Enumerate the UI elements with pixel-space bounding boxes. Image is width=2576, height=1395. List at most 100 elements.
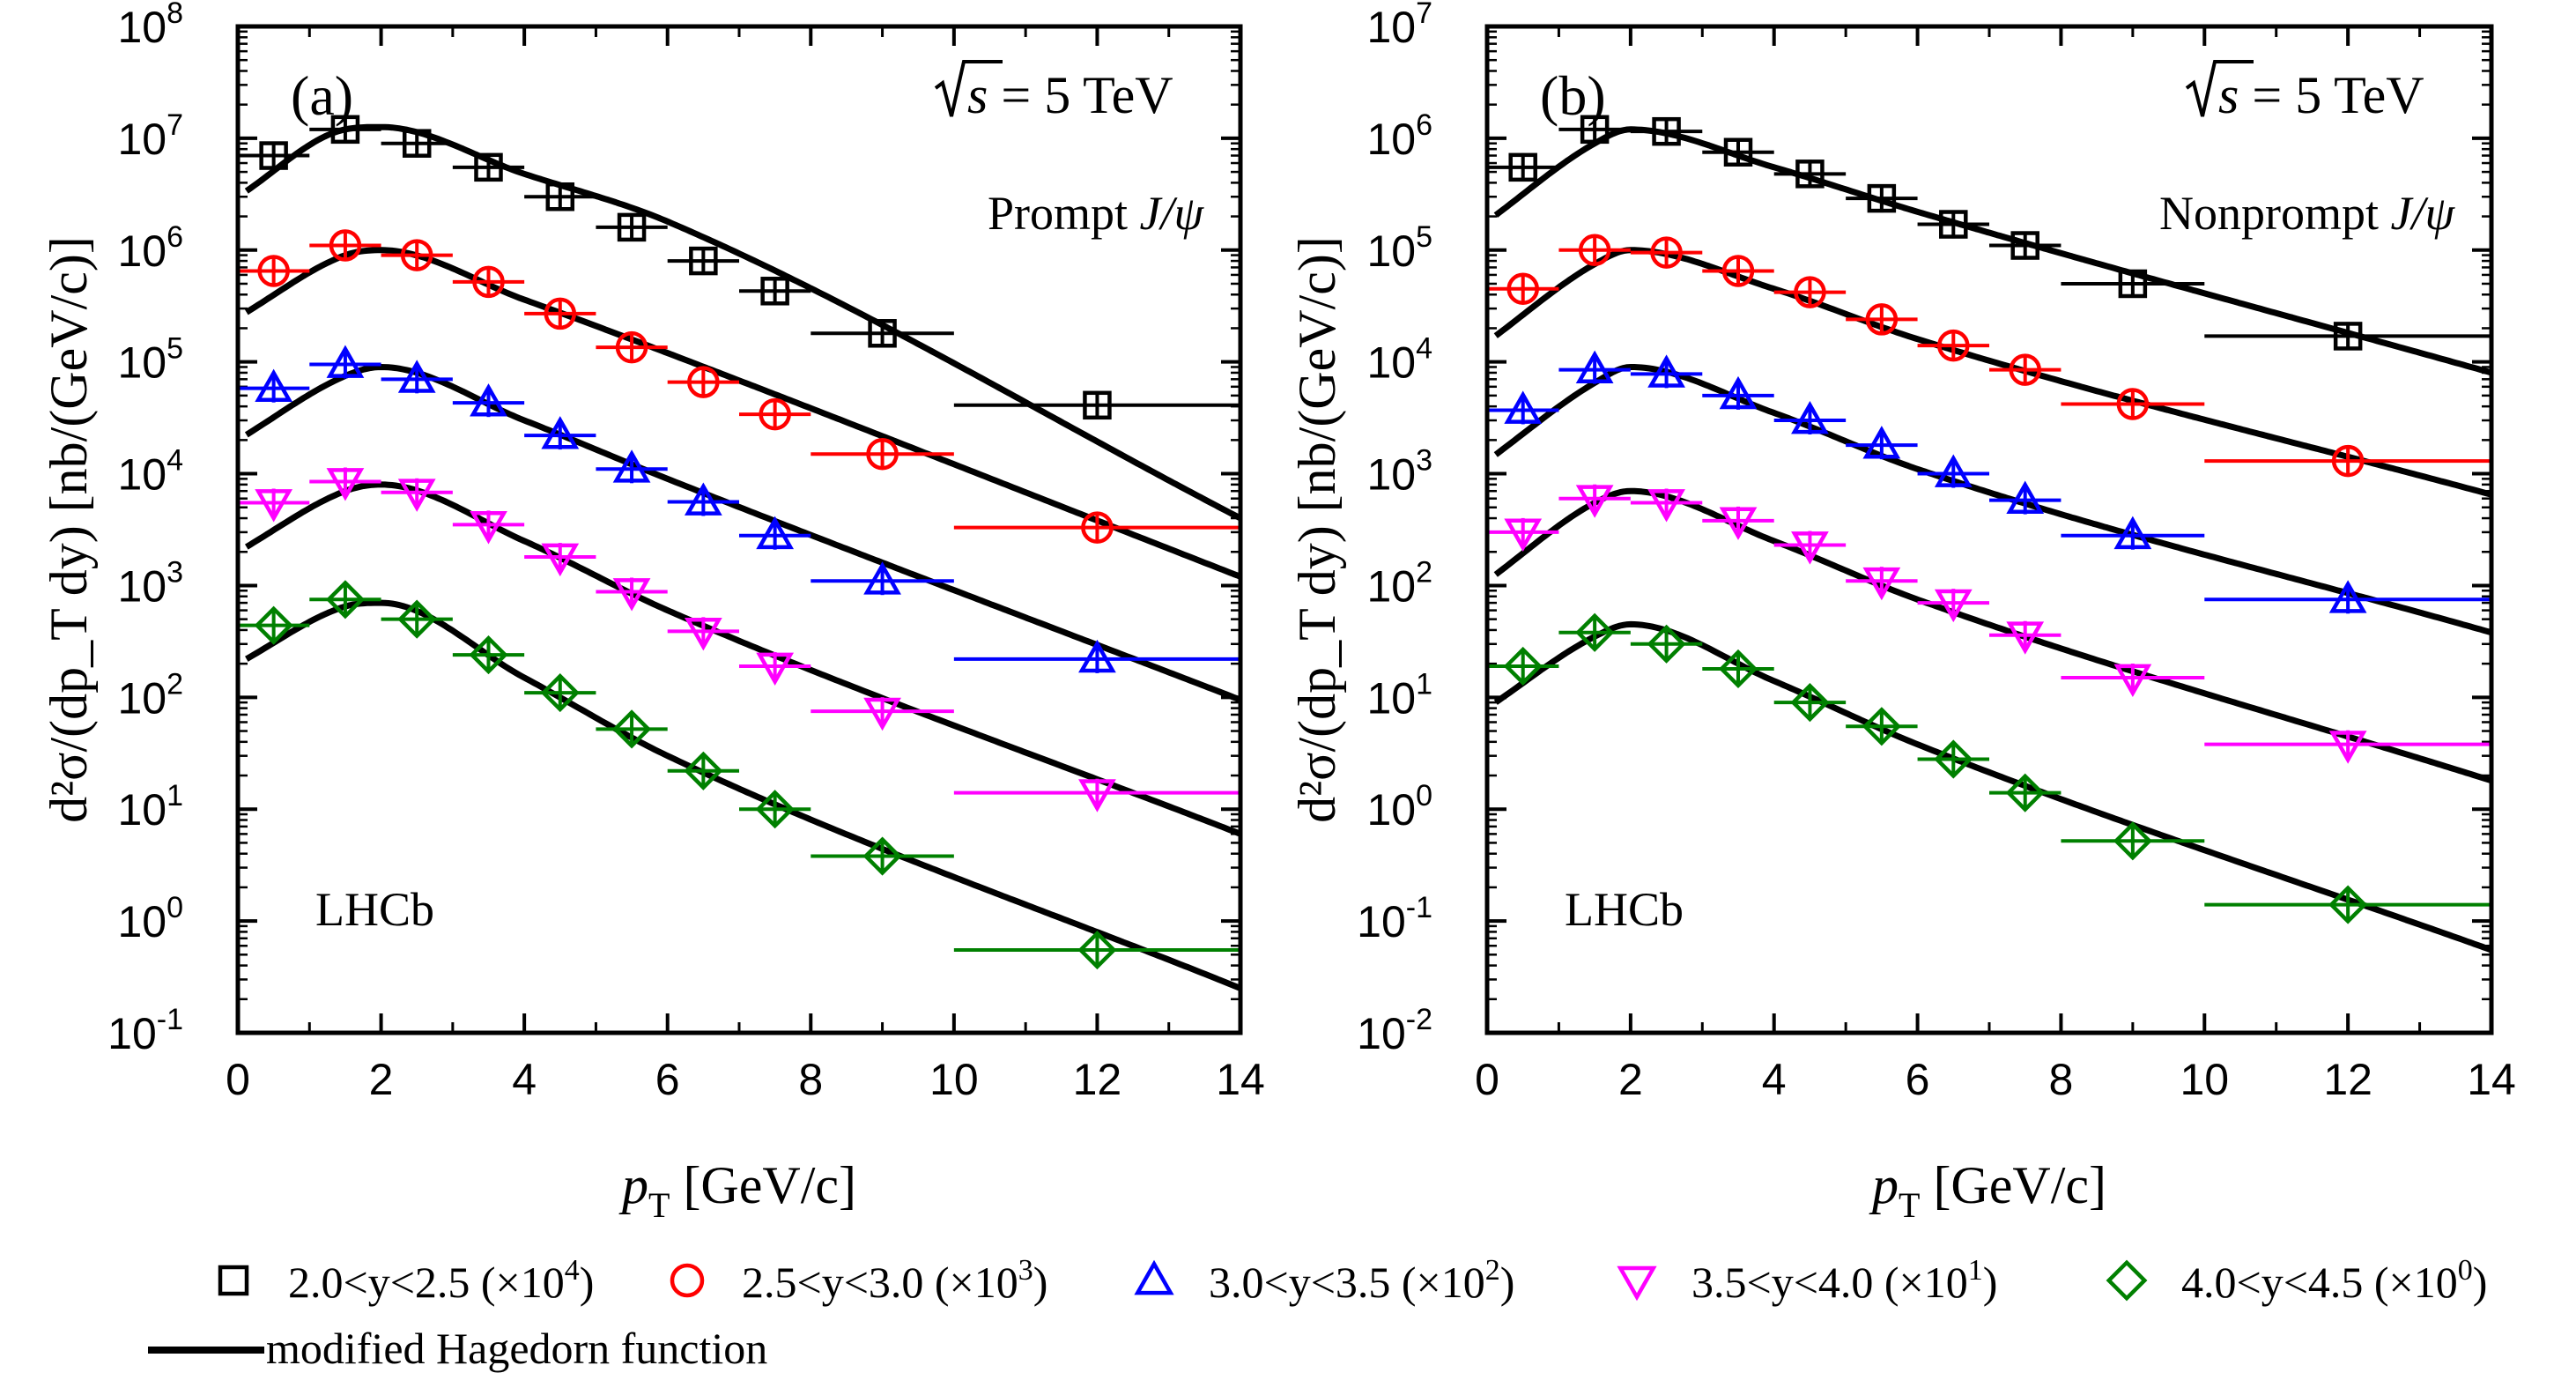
data-point	[1791, 531, 1829, 565]
data-point	[615, 330, 648, 364]
data-point	[1647, 624, 1686, 664]
data-point	[1791, 400, 1829, 434]
data-point	[2328, 885, 2368, 924]
legend-exponent: 3	[1018, 1254, 1033, 1287]
data-point	[1719, 507, 1758, 540]
data-point	[1721, 255, 1755, 287]
y-tick-base: 10	[1366, 3, 1416, 52]
data-point	[611, 709, 652, 749]
y-tick-exponent: 4	[1416, 332, 1432, 366]
legend: 2.0<y<2.5 (×104) 2.5<y<3.0 (×103) 3.0<y<3.…	[148, 1254, 2487, 1373]
y-tick-base: 10	[117, 338, 167, 388]
experiment-label: LHCb	[1565, 883, 1684, 936]
data-point	[868, 319, 897, 348]
y-tick-exponent: 3	[167, 555, 183, 589]
x-tick-label: 6	[655, 1055, 680, 1104]
legend-close: )	[1500, 1258, 1515, 1307]
y-tick-exponent: 4	[167, 444, 183, 478]
species-label: Nonprompt J/ψ	[2159, 187, 2455, 240]
y-tick-exponent: 7	[167, 108, 183, 142]
data-point	[684, 751, 723, 790]
species-label: Prompt J/ψ	[988, 187, 1205, 240]
data-point	[1506, 272, 1539, 306]
data-point	[617, 212, 647, 242]
x-axis-title: pT [GeV/c]	[1869, 1156, 2106, 1225]
energy-text: s = 5 TeV	[967, 66, 1173, 124]
y-tick-base: 10	[117, 3, 167, 52]
y-tick-base: 10	[1366, 673, 1416, 723]
data-point	[1580, 115, 1610, 145]
data-point	[469, 635, 508, 675]
x-axis-title: pT [GeV/c]	[618, 1156, 856, 1225]
x-axis-unit: [GeV/c]	[1920, 1156, 2106, 1214]
fit-curve	[244, 123, 1240, 522]
legend-close: )	[2473, 1258, 2488, 1307]
energy-variable: s	[2218, 66, 2239, 124]
data-point	[1652, 116, 1681, 146]
legend-label: 3.0<y<3.5 (×102)	[1209, 1254, 1514, 1307]
data-point	[1650, 236, 1683, 269]
y-tick-label: 102	[1366, 555, 1432, 611]
data-point	[254, 605, 293, 645]
data-point	[684, 617, 722, 651]
y-tick-label: 10-2	[1357, 1003, 1432, 1058]
x-axis-unit: [GeV/c]	[670, 1156, 856, 1214]
x-tick-label: 6	[1906, 1055, 1930, 1104]
data-point	[1939, 210, 1968, 239]
y-tick-exponent: -1	[157, 1003, 183, 1036]
data-point	[1503, 646, 1543, 686]
legend-range: 4.0<y<4.5 (×10	[2181, 1258, 2458, 1307]
data-point	[1078, 639, 1116, 673]
y-tick-base: 10	[117, 450, 167, 500]
data-point	[1934, 589, 1973, 623]
data-point	[1790, 683, 1830, 723]
legend-item-3: 3.5<y<4.0 (×101)	[1617, 1254, 1997, 1307]
energy-label: s = 5 TeV	[2185, 60, 2424, 124]
data-point	[1723, 137, 1753, 167]
y-tick-label: 102	[117, 667, 183, 723]
data-point	[612, 449, 651, 483]
data-point	[760, 277, 789, 306]
plot-frame	[1484, 24, 2494, 1035]
data-point	[474, 152, 503, 182]
x-tick-label: 14	[2467, 1055, 2516, 1104]
legend-exponent: 1	[1968, 1254, 1983, 1287]
x-axis-subscript: T	[1899, 1185, 1920, 1225]
data-point	[2006, 480, 2045, 514]
data-point	[866, 437, 899, 471]
data-point	[1647, 489, 1685, 523]
data-point	[2006, 621, 2045, 655]
data-point	[255, 489, 293, 523]
y-tick-label: 101	[117, 779, 183, 835]
data-point	[756, 652, 795, 686]
legend-exponent: 0	[2458, 1254, 2473, 1287]
y-axis-title: d²σ/(dp_T dy) [nb/(GeV/c)]	[40, 236, 98, 823]
y-tick-base: 10	[1357, 1009, 1406, 1058]
y-tick-label: 100	[1366, 779, 1432, 835]
data-point	[863, 697, 901, 731]
data-point	[2005, 773, 2045, 813]
data-point	[1794, 276, 1826, 308]
legend-label: 4.0<y<4.5 (×100)	[2181, 1254, 2487, 1307]
y-tick-label: 103	[1366, 444, 1432, 500]
y-tick-exponent: 3	[1416, 444, 1432, 478]
x-tick-label: 4	[512, 1055, 537, 1104]
data-point	[1862, 707, 1901, 746]
x-tick-label: 12	[1073, 1055, 1122, 1104]
panel-label: (b)	[1540, 64, 1606, 127]
data-point	[397, 360, 436, 393]
fit-curve	[244, 481, 1240, 837]
data-point	[326, 468, 365, 501]
data-point	[755, 790, 795, 829]
data-point	[326, 345, 365, 378]
data-point	[684, 482, 722, 516]
y-tick-base: 10	[1366, 561, 1416, 611]
series-2	[1487, 350, 2491, 636]
series-3	[238, 467, 1240, 837]
data-point	[541, 416, 580, 449]
legend-exponent: 2	[1485, 1254, 1500, 1287]
y-tick-label: 105	[1366, 220, 1432, 276]
y-tick-exponent: 1	[1416, 667, 1432, 701]
data-point	[612, 578, 651, 612]
